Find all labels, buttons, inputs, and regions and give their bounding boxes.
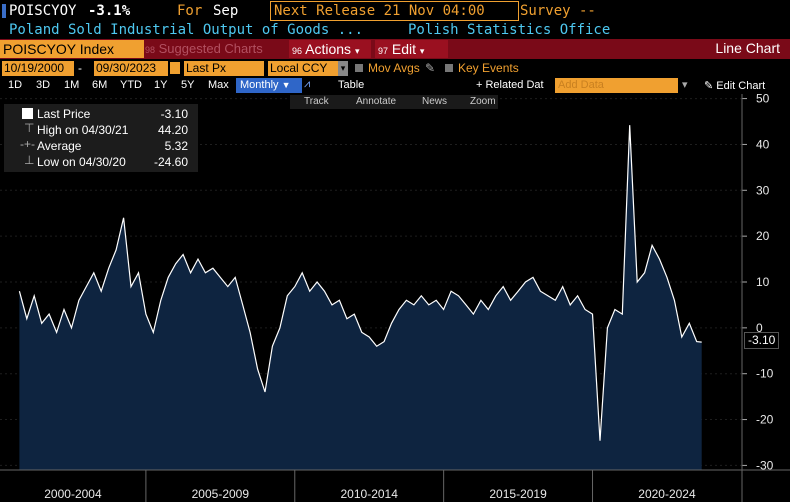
legend-last-swatch <box>22 108 33 119</box>
y-tick-label: 40 <box>756 137 770 151</box>
legend: Last Price -3.10 ⊤ High on 04/30/21 44.2… <box>4 104 198 172</box>
mov-avgs-checkbox[interactable] <box>355 64 363 72</box>
y-tick-label: -30 <box>756 458 774 472</box>
legend-high-value: 44.20 <box>157 123 188 137</box>
suggested-charts-label: Suggested Charts <box>158 41 263 56</box>
header-bar: POISCYOY -3.1% For Sep Next Release 21 N… <box>0 0 790 22</box>
x-tick-label: 2015-2019 <box>489 487 547 501</box>
legend-avg-label: Average <box>37 139 82 153</box>
period-3d[interactable]: 3D <box>36 79 51 91</box>
pencil-icon: ✎ <box>704 80 714 92</box>
legend-low-value: -24.60 <box>153 155 188 169</box>
key-events-label[interactable]: Key Events <box>458 61 519 75</box>
security-description: Poland Sold Industrial Output of Goods .… <box>9 22 364 38</box>
x-tick-label: 2005-2009 <box>192 487 250 501</box>
edit-button[interactable]: 97 Edit ▾ <box>375 40 448 58</box>
price-line <box>18 125 702 441</box>
date-separator: - <box>78 61 82 75</box>
period-ytd[interactable]: YTD <box>120 79 142 91</box>
pencil-icon[interactable]: ✎ <box>425 61 436 75</box>
news-tool[interactable]: News <box>422 96 448 107</box>
period-value: Sep <box>213 3 239 19</box>
average-marker-icon: -+- <box>20 137 35 151</box>
table-button[interactable]: Table <box>338 79 365 91</box>
y-axis: -30 -20 -10 0 10 20 30 40 50 <box>742 94 774 472</box>
chevron-down-icon: ▾ <box>354 46 360 56</box>
toolbar: POISCYOY Index 98 Suggested Charts 96 Ac… <box>0 39 790 59</box>
period-5y[interactable]: 5Y <box>181 79 195 91</box>
edit-chart-button[interactable]: ✎ Edit Chart <box>704 79 765 92</box>
end-date-field[interactable]: 09/30/2023 <box>94 61 168 76</box>
actions-label: Actions <box>305 41 352 57</box>
description-bar: Poland Sold Industrial Output of Goods .… <box>0 22 790 39</box>
period-6m[interactable]: 6M <box>92 79 108 91</box>
y-tick-label: -10 <box>756 367 774 381</box>
y-tick-label: 10 <box>756 275 770 289</box>
x-axis: 2000-2004 2005-2009 2010-2014 2015-2019 2020… <box>44 470 696 502</box>
zoom-tool[interactable]: Zoom <box>470 96 496 107</box>
for-label: For <box>177 3 203 19</box>
chevron-down-icon: ▾ <box>419 46 425 56</box>
actions-button[interactable]: 96 Actions ▾ <box>289 40 371 58</box>
survey-label: Survey -- <box>520 3 596 19</box>
last-value-badge: -3.10 <box>744 332 780 349</box>
x-tick-label: 2000-2004 <box>44 487 102 501</box>
x-tick-label: 2020-2024 <box>638 487 696 501</box>
add-data-field[interactable]: Add Data <box>555 78 678 93</box>
suggested-charts-num: 98 <box>145 45 156 55</box>
tools-bar: Track Annotate News Zoom <box>290 95 498 109</box>
mov-avgs-label[interactable]: Mov Avgs <box>368 61 420 75</box>
actions-num: 96 <box>292 46 303 56</box>
period-bar: 1D 3D 1M 6M YTD 1Y 5Y Max Monthly ▼ ⩘ Ta… <box>0 78 790 94</box>
track-tool[interactable]: Track <box>304 96 329 107</box>
y-tick-label: 30 <box>756 183 770 197</box>
legend-avg-value: 5.32 <box>164 139 188 153</box>
high-marker-icon: ⊤ <box>24 121 35 135</box>
suggested-charts-button[interactable]: 98 Suggested Charts <box>145 41 263 56</box>
period-max[interactable]: Max <box>208 79 229 91</box>
dropdown-icon[interactable]: ▾ <box>682 79 688 91</box>
chart-type-label[interactable]: Line Chart <box>715 40 780 56</box>
start-date-field[interactable]: 10/19/2000 <box>2 61 74 76</box>
edit-chart-label: Edit Chart <box>716 80 766 92</box>
legend-last-value: -3.10 <box>160 107 188 121</box>
annotate-tool[interactable]: Annotate <box>356 96 397 107</box>
period-1m[interactable]: 1M <box>64 79 80 91</box>
change-value: -3.1% <box>88 3 131 19</box>
x-tick-label: 2010-2014 <box>341 487 399 501</box>
legend-last-label: Last Price <box>37 107 91 121</box>
calendar-icon[interactable] <box>170 62 180 74</box>
frequency-label: Monthly <box>240 79 279 91</box>
last-price-marker <box>2 4 6 18</box>
chevron-down-icon: ▼ <box>281 80 291 90</box>
period-1d[interactable]: 1D <box>8 79 23 91</box>
y-tick-label: 50 <box>756 94 770 106</box>
price-field-select[interactable]: Last Px <box>184 61 264 76</box>
y-tick-label: 20 <box>756 229 770 243</box>
frequency-select[interactable]: Monthly ▼ <box>236 78 302 93</box>
ticker[interactable]: POISCYOY <box>9 3 77 19</box>
y-tick-label: -20 <box>756 413 774 427</box>
controls-bar: 10/19/2000 - 09/30/2023 Last Px Local CC… <box>0 61 790 77</box>
line-chart-icon[interactable]: ⩘ <box>304 78 311 90</box>
related-data-button[interactable]: + Related Dat <box>476 79 544 91</box>
area-fill <box>19 125 702 470</box>
security-field[interactable]: POISCYOY Index <box>0 40 144 58</box>
low-marker-icon: ⊥ <box>24 153 35 167</box>
y-tick-label: 0 <box>756 321 763 335</box>
key-events-checkbox[interactable] <box>445 64 453 72</box>
currency-select[interactable]: Local CCY <box>268 61 338 76</box>
period-1y[interactable]: 1Y <box>154 79 168 91</box>
next-release-field[interactable]: Next Release 21 Nov 04:00 <box>270 1 519 21</box>
edit-label: Edit <box>391 41 417 57</box>
legend-low-label: Low on 04/30/20 <box>37 155 126 169</box>
edit-num: 97 <box>378 46 389 56</box>
currency-dropdown-icon[interactable]: ▾ <box>338 61 348 76</box>
data-source: Polish Statistics Office <box>408 22 611 38</box>
legend-high-label: High on 04/30/21 <box>37 123 129 137</box>
